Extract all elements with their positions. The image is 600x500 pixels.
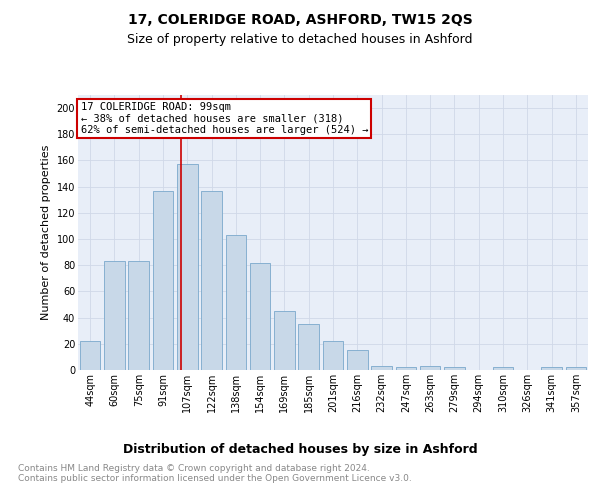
Bar: [444, 368, 465, 370]
Text: 17 COLERIDGE ROAD: 99sqm
← 38% of detached houses are smaller (318)
62% of semi-: 17 COLERIDGE ROAD: 99sqm ← 38% of detach…: [80, 102, 368, 135]
Bar: [104, 262, 125, 370]
Bar: [274, 311, 295, 370]
Text: 17, COLERIDGE ROAD, ASHFORD, TW15 2QS: 17, COLERIDGE ROAD, ASHFORD, TW15 2QS: [128, 12, 472, 26]
Y-axis label: Number of detached properties: Number of detached properties: [41, 145, 51, 320]
Bar: [226, 235, 246, 370]
Bar: [152, 190, 173, 370]
Bar: [541, 368, 562, 370]
Bar: [128, 262, 149, 370]
Bar: [80, 341, 100, 370]
Bar: [177, 164, 197, 370]
Bar: [298, 324, 319, 370]
Bar: [347, 350, 368, 370]
Text: Distribution of detached houses by size in Ashford: Distribution of detached houses by size …: [122, 442, 478, 456]
Bar: [493, 368, 514, 370]
Bar: [566, 368, 586, 370]
Bar: [395, 368, 416, 370]
Bar: [420, 366, 440, 370]
Bar: [250, 262, 271, 370]
Text: Contains HM Land Registry data © Crown copyright and database right 2024.
Contai: Contains HM Land Registry data © Crown c…: [18, 464, 412, 483]
Bar: [371, 366, 392, 370]
Bar: [201, 190, 222, 370]
Text: Size of property relative to detached houses in Ashford: Size of property relative to detached ho…: [127, 32, 473, 46]
Bar: [323, 341, 343, 370]
